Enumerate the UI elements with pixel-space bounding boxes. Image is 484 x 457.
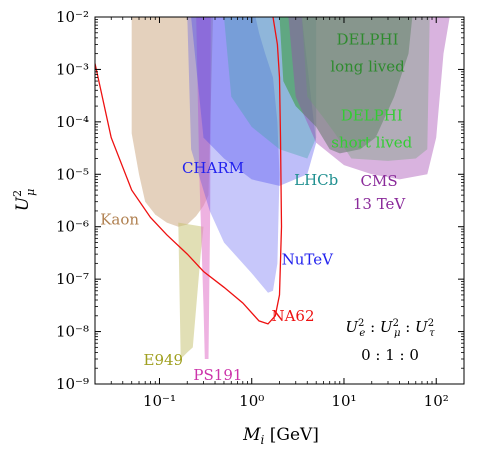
x-tick-label: 10² [424,392,449,410]
y-tick-label: 10⁻⁹ [56,375,89,393]
y-tick-label: 10⁻⁷ [56,270,89,288]
coupling-ratio-annotation: U2 e : U2 μ : U2 τ 0 : 1 : 0 [345,318,435,364]
y-tick-label: 10⁻⁵ [56,165,89,183]
y-tick-label: 10⁻³ [56,60,89,78]
label-ps191: PS191 [193,366,242,384]
y-tick-label: 10⁻⁸ [56,323,89,341]
region-kaon [131,17,213,227]
exclusion-regions [131,17,450,359]
label-kaon: Kaon [100,211,139,229]
label-lhcb: LHCb [294,171,338,189]
x-axis-label: Mi [GeV] [242,425,319,447]
region-delphi-long-lived [279,17,413,154]
label-delphi-short-lived-line2: short lived [331,134,412,152]
x-tick-label: 10¹ [331,392,356,410]
line-na62 [95,17,283,325]
label-na62: NA62 [271,307,314,325]
region-e949 [178,222,204,359]
region-delphi-short-lived [301,17,430,161]
label-cms-13-tev-line2: 13 TeV [353,195,407,213]
label-nutev: NuTeV [282,251,335,269]
y-tick-label: 10⁻⁴ [56,113,89,131]
label-cms-13-tev-line1: CMS [360,172,397,190]
bound-lines [95,17,283,325]
region-labels: Kaon E949 PS191 CHARM NuTeV LHCb DELPHI long li… [100,30,412,383]
coupling-ratio-line1: U2 e : U2 μ : U2 τ [345,318,435,339]
label-charm: CHARM [182,159,244,177]
x-tick-label: 10⁻¹ [143,392,176,410]
label-e949: E949 [144,351,184,369]
y-tick-label: 10⁻² [56,8,89,26]
y-tick-label: 10⁻⁶ [56,218,89,236]
region-charm [187,17,280,293]
x-tick-label: 10⁰ [239,392,264,410]
y-axis-label: U2μ [11,189,37,211]
axis-ticks: 10⁻¹ 10⁰ 10¹ 10² 10⁻⁹ 10⁻⁸ 10⁻⁷ 10⁻⁶ 10⁻⁵ 10⁻⁴ 10⁻… [56,8,464,410]
label-delphi-short-lived-line1: DELPHI [341,107,403,125]
label-delphi-long-lived-line2: long lived [330,57,405,75]
label-delphi-long-lived-line1: DELPHI [337,30,399,48]
region-cms-13-tev [288,17,450,180]
coupling-ratio-line2: 0 : 1 : 0 [361,346,419,364]
